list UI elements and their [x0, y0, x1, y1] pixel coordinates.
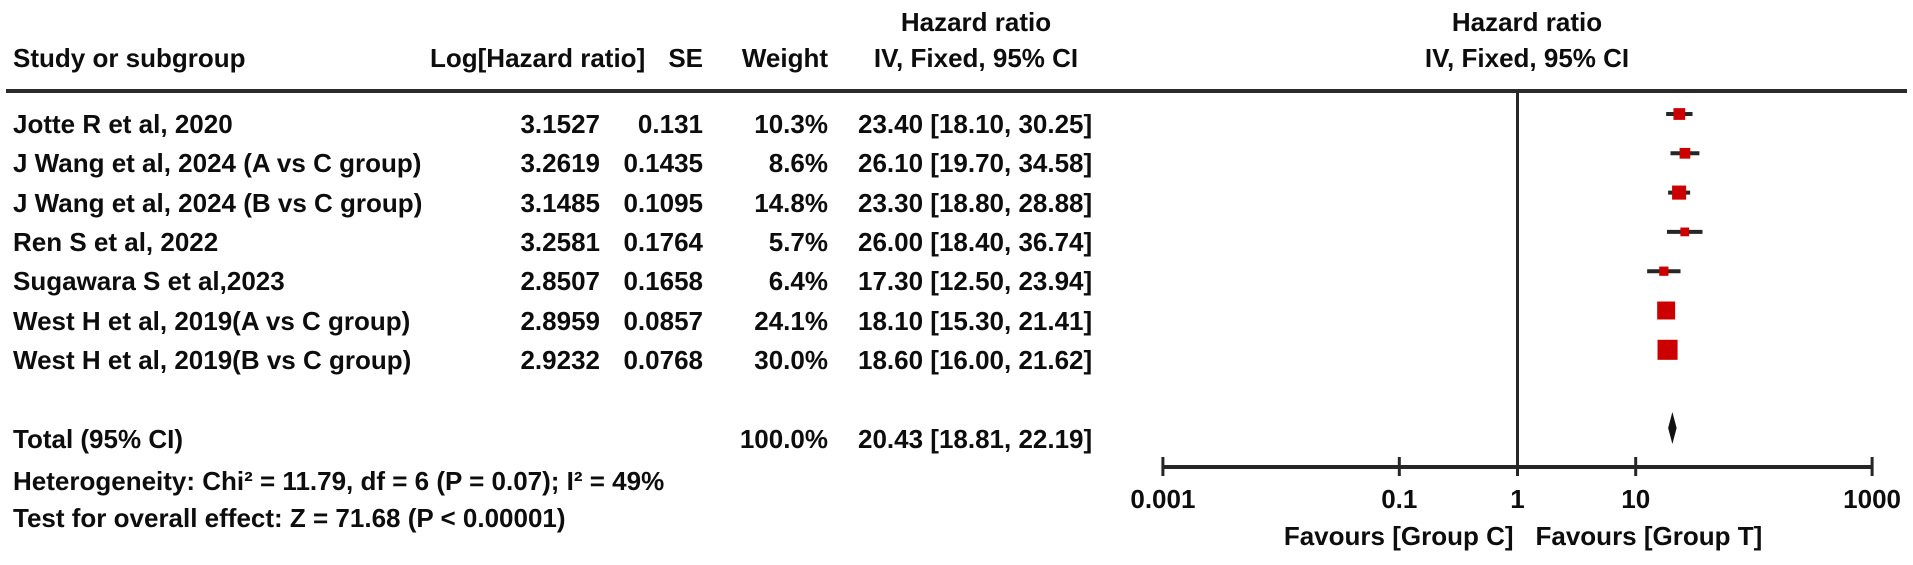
effect-square: [1679, 147, 1691, 159]
weight-cell: 8.6%: [768, 148, 828, 179]
estimate-cell: 23.40 [18.10, 30.25]: [858, 109, 1093, 139]
study-name-cell: West H et al, 2019(B vs C group): [13, 344, 412, 375]
se-cell: 0.1764: [623, 226, 703, 257]
study-name-cell: Jotte R et al, 2020: [13, 109, 233, 139]
plot-header-line1: Hazard ratio: [1451, 7, 1603, 37]
effect-square: [1657, 339, 1678, 360]
se-cell: 0.1658: [623, 266, 703, 297]
log-hr-cell: 3.2581: [520, 226, 600, 257]
study-name-cell: Sugawara S et al,2023: [13, 266, 285, 297]
total-estimate: 20.43 [18.81, 22.19]: [858, 424, 1093, 454]
log-hr-cell: 2.9232: [520, 344, 600, 375]
column-header-effect-line1: Hazard ratio: [900, 7, 1052, 37]
log-hr-cell: 3.1485: [520, 187, 600, 218]
estimate-cell: 18.60 [16.00, 21.62]: [858, 344, 1093, 375]
column-header-se: SE: [668, 43, 703, 73]
column-header-study: Study or subgroup: [13, 43, 246, 73]
heterogeneity-note: Heterogeneity: Chi² = 11.79, df = 6 (P =…: [13, 466, 665, 496]
se-cell: 0.131: [637, 109, 703, 139]
weight-cell: 5.7%: [768, 226, 828, 257]
se-cell: 0.1435: [623, 148, 703, 179]
axis-tick-label: 10: [1621, 484, 1650, 514]
se-cell: 0.0857: [623, 305, 703, 336]
study-name-cell: J Wang et al, 2024 (A vs C group): [13, 148, 422, 179]
column-header-weight: Weight: [741, 43, 828, 73]
study-name-cell: West H et al, 2019(A vs C group): [13, 305, 411, 336]
effect-square: [1673, 108, 1686, 120]
axis-tick-label: 1: [1510, 484, 1524, 514]
estimate-cell: 26.10 [19.70, 34.58]: [858, 148, 1093, 179]
se-cell: 0.1095: [623, 187, 703, 218]
log-hr-cell: 2.8959: [520, 305, 600, 336]
weight-cell: 30.0%: [754, 344, 828, 375]
log-hr-cell: 2.8507: [520, 266, 600, 297]
effect-square: [1680, 227, 1690, 237]
estimate-cell: 17.30 [12.50, 23.94]: [858, 266, 1093, 297]
se-cell: 0.0768: [623, 344, 703, 375]
log-hr-cell: 3.2619: [520, 148, 600, 179]
weight-cell: 14.8%: [754, 187, 828, 218]
axis-tick-label: 0.1: [1381, 484, 1417, 514]
favours-right-label: Favours [Group T]: [1536, 521, 1763, 551]
summary-diamond: [1668, 412, 1677, 444]
axis-tick-label: 1000: [1843, 484, 1901, 514]
log-hr-cell: 3.1527: [520, 109, 600, 139]
weight-cell: 6.4%: [768, 266, 828, 297]
axis-tick-label: 0.001: [1130, 484, 1195, 514]
column-header-effect-line2: IV, Fixed, 95% CI: [873, 43, 1079, 73]
effect-square: [1657, 301, 1676, 320]
header-separator-line: [6, 89, 1907, 93]
estimate-cell: 18.10 [15.30, 21.41]: [858, 305, 1093, 336]
weight-cell: 24.1%: [754, 305, 828, 336]
favours-left-label: Favours [Group C]: [1284, 521, 1514, 551]
estimate-cell: 23.30 [18.80, 28.88]: [858, 187, 1093, 218]
estimate-cell: 26.00 [18.40, 36.74]: [858, 226, 1093, 257]
effect-square: [1672, 185, 1687, 200]
study-name-cell: J Wang et al, 2024 (B vs C group): [13, 187, 423, 218]
plot-header-line2: IV, Fixed, 95% CI: [1424, 43, 1630, 73]
effect-square: [1659, 266, 1669, 276]
study-name-cell: Ren S et al, 2022: [13, 226, 219, 257]
total-weight: 100.0%: [739, 424, 828, 454]
weight-cell: 10.3%: [754, 109, 828, 139]
total-label: Total (95% CI): [13, 424, 183, 454]
overall-effect-note: Test for overall effect: Z = 71.68 (P < …: [13, 503, 566, 533]
